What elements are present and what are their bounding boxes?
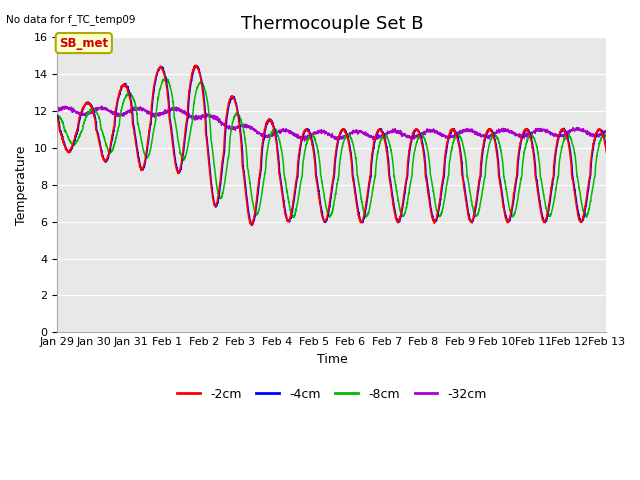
- Title: Thermocouple Set B: Thermocouple Set B: [241, 15, 423, 33]
- X-axis label: Time: Time: [317, 353, 348, 366]
- Text: SB_met: SB_met: [60, 36, 108, 49]
- Legend: -2cm, -4cm, -8cm, -32cm: -2cm, -4cm, -8cm, -32cm: [172, 383, 492, 406]
- Text: No data for f_TC_temp09: No data for f_TC_temp09: [6, 14, 136, 25]
- Y-axis label: Temperature: Temperature: [15, 145, 28, 225]
